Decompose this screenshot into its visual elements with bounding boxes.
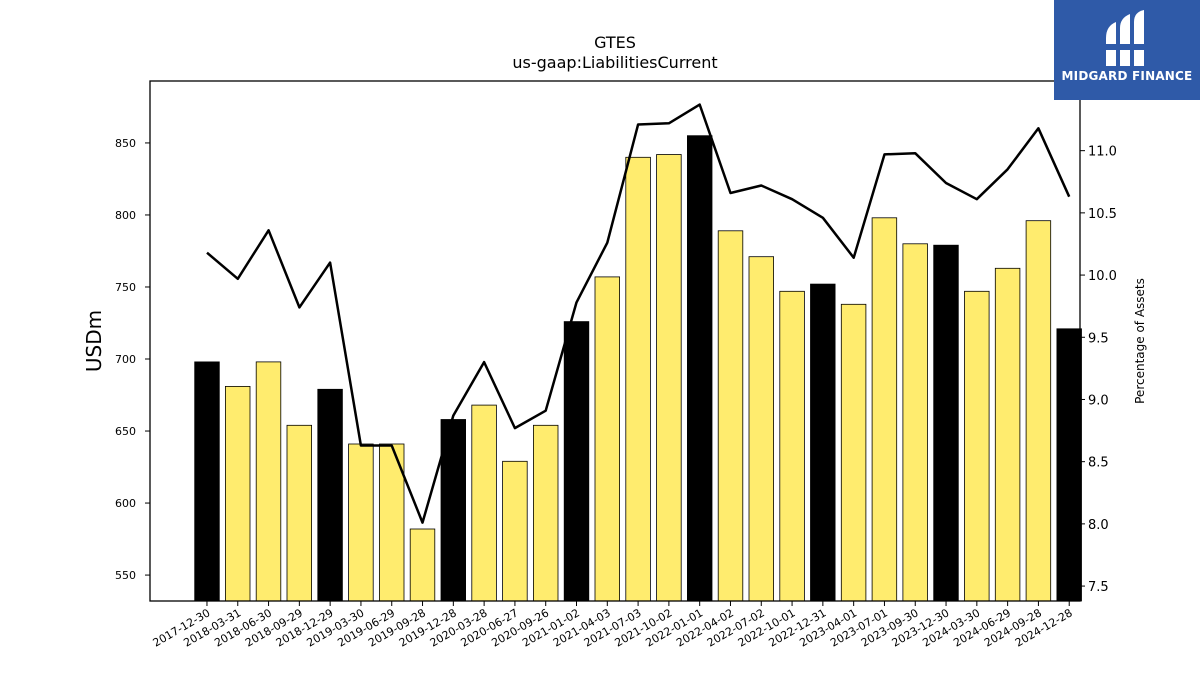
bar-2021-10-02 — [656, 154, 682, 602]
bar-2018-12-29 — [317, 388, 343, 602]
bar-2022-04-02 — [717, 230, 744, 602]
bar-2024-09-28 — [1025, 220, 1052, 602]
y2-tick-label: 9.5 — [1088, 331, 1109, 346]
y-tick-label: 650 — [115, 425, 136, 438]
y2-tick-label: 8.0 — [1088, 518, 1109, 533]
y-axis-label: USDm — [82, 310, 106, 372]
chart-title: GTES — [594, 33, 636, 52]
y-tick-label: 600 — [115, 497, 136, 510]
y2-tick-label: 10.0 — [1088, 269, 1117, 284]
y2-tick-label: 7.5 — [1088, 580, 1109, 595]
y-tick-label: 800 — [115, 209, 136, 222]
bar-2023-07-01 — [871, 217, 898, 602]
y-tick-label: 700 — [115, 353, 136, 366]
brand-logo: MIDGARD FINANCE — [1054, 0, 1200, 100]
bar-2023-09-30 — [902, 243, 928, 602]
y2-tick-label: 10.5 — [1088, 207, 1117, 222]
bar-2021-07-03 — [625, 156, 651, 602]
bar-2020-06-27 — [502, 460, 528, 602]
y2-axis-label: Percentage of Assets — [1133, 278, 1147, 404]
bar-2017-12-30 — [194, 361, 220, 602]
bar-2018-09-29 — [286, 424, 313, 602]
bar-2019-09-28 — [409, 528, 436, 602]
bar-2021-01-02 — [563, 321, 590, 602]
bar-2020-09-26 — [533, 424, 559, 602]
bar-2019-03-30 — [348, 443, 374, 602]
bar-2024-12-28 — [1056, 328, 1082, 602]
logo-mark-icon — [1106, 10, 1144, 66]
bar-2018-06-30 — [255, 361, 282, 602]
logo-text: MIDGARD FINANCE — [1061, 69, 1193, 83]
y-tick-label: 750 — [115, 281, 136, 294]
bar-2024-06-29 — [994, 267, 1021, 602]
bar-2023-12-30 — [933, 244, 959, 602]
line-series — [206, 103, 1071, 524]
y2-tick-label: 11.0 — [1088, 145, 1117, 160]
y-tick-label: 850 — [115, 137, 136, 150]
bar-2019-12-28 — [440, 419, 467, 602]
bar-2023-04-01 — [840, 303, 867, 602]
bar-2022-12-31 — [810, 283, 836, 602]
bar-2022-01-01 — [687, 135, 713, 602]
bar-2020-03-28 — [471, 404, 497, 602]
bar-2019-06-29 — [378, 443, 405, 602]
bar-2018-03-31 — [224, 385, 251, 602]
plot-frame — [149, 80, 1081, 602]
bar-2024-03-30 — [964, 290, 990, 602]
y2-tick-label: 8.5 — [1088, 456, 1109, 471]
line-percentage-of-assets — [206, 103, 1071, 524]
y2-tick-label: 9.0 — [1088, 393, 1109, 408]
y-tick-label: 550 — [115, 569, 136, 582]
bar-2021-04-03 — [594, 276, 621, 602]
chart-subtitle: us-gaap:LiabilitiesCurrent — [512, 53, 717, 72]
bar-series — [194, 135, 1082, 602]
bar-2022-10-01 — [779, 290, 805, 602]
bar-2022-07-02 — [748, 256, 775, 602]
